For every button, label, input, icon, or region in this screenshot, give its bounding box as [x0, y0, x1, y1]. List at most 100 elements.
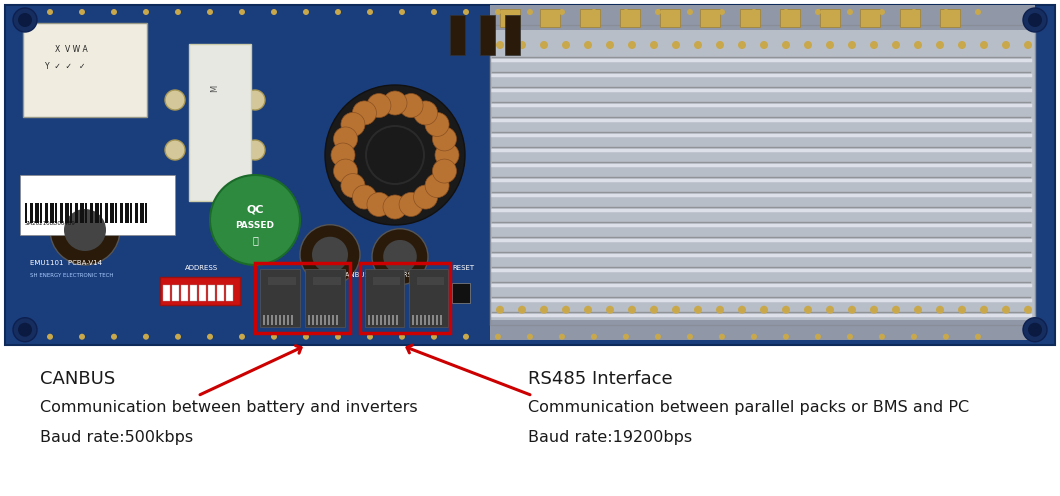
Bar	[20, 175, 175, 235]
Bar	[392, 315, 394, 325]
Circle shape	[782, 306, 790, 313]
Circle shape	[432, 159, 457, 183]
Circle shape	[694, 41, 702, 49]
Text: CANBUS: CANBUS	[40, 370, 116, 388]
Circle shape	[334, 127, 357, 151]
Circle shape	[914, 41, 922, 49]
Bar	[271, 315, 273, 325]
Bar	[900, 9, 920, 27]
Circle shape	[367, 334, 373, 340]
Bar	[208, 285, 215, 301]
Bar	[275, 315, 277, 325]
Circle shape	[518, 306, 526, 313]
Bar	[700, 9, 720, 27]
Circle shape	[207, 334, 213, 340]
Bar	[5, 5, 1055, 345]
Circle shape	[914, 306, 922, 313]
Bar	[268, 277, 296, 285]
Bar	[420, 315, 422, 325]
Circle shape	[623, 334, 629, 340]
Circle shape	[64, 209, 106, 251]
Circle shape	[540, 306, 548, 313]
Circle shape	[826, 306, 834, 313]
Circle shape	[893, 41, 900, 49]
Circle shape	[431, 334, 437, 340]
Bar	[80, 203, 84, 223]
Bar	[490, 320, 1035, 340]
Bar	[40, 203, 42, 223]
Circle shape	[591, 9, 597, 15]
Text: SH ENERGY ELECTRONIC TECH: SH ENERGY ELECTRONIC TECH	[30, 273, 113, 278]
Circle shape	[975, 334, 980, 340]
Circle shape	[383, 91, 407, 115]
Circle shape	[143, 334, 149, 340]
Bar	[940, 9, 960, 27]
Circle shape	[760, 41, 768, 49]
Circle shape	[687, 9, 693, 15]
Circle shape	[341, 113, 365, 136]
Circle shape	[372, 229, 428, 285]
Text: CANBUS  RS485A RS485B: CANBUS RS485A RS485B	[340, 272, 430, 278]
Circle shape	[719, 334, 725, 340]
Text: X  V W A: X V W A	[55, 45, 88, 54]
Circle shape	[1023, 318, 1047, 342]
Circle shape	[341, 174, 365, 197]
Circle shape	[1002, 306, 1010, 313]
Bar	[120, 203, 123, 223]
Bar	[373, 277, 400, 285]
Circle shape	[463, 334, 469, 340]
Circle shape	[650, 306, 658, 313]
Bar	[360, 263, 450, 333]
Circle shape	[562, 306, 570, 313]
FancyBboxPatch shape	[23, 23, 147, 117]
Circle shape	[399, 9, 405, 15]
Circle shape	[80, 9, 85, 15]
Bar	[432, 315, 434, 325]
Circle shape	[943, 9, 949, 15]
Circle shape	[365, 125, 425, 185]
Bar	[580, 9, 600, 27]
Circle shape	[495, 334, 501, 340]
Circle shape	[413, 185, 438, 209]
Bar	[388, 315, 390, 325]
Bar	[505, 15, 520, 55]
Circle shape	[943, 334, 949, 340]
Bar	[316, 315, 318, 325]
Bar	[312, 315, 314, 325]
Circle shape	[496, 306, 504, 313]
Text: RS485 Interface: RS485 Interface	[528, 370, 672, 388]
Circle shape	[562, 41, 570, 49]
Circle shape	[815, 334, 822, 340]
Text: PASSED: PASSED	[235, 221, 275, 230]
Circle shape	[803, 306, 812, 313]
Circle shape	[384, 240, 417, 273]
Circle shape	[352, 101, 376, 125]
Circle shape	[783, 9, 789, 15]
Bar	[226, 285, 233, 301]
Circle shape	[716, 306, 724, 313]
Circle shape	[425, 113, 449, 136]
Bar	[145, 203, 147, 223]
Bar	[95, 203, 99, 223]
Bar	[85, 203, 87, 223]
Circle shape	[303, 334, 310, 340]
Circle shape	[463, 9, 469, 15]
Bar	[324, 315, 326, 325]
Circle shape	[271, 9, 277, 15]
Circle shape	[496, 41, 504, 49]
Text: EMU1101  PCBA-V14: EMU1101 PCBA-V14	[30, 260, 102, 266]
Circle shape	[111, 9, 117, 15]
Circle shape	[847, 334, 853, 340]
FancyBboxPatch shape	[189, 44, 251, 201]
Text: Communication between parallel packs or BMS and PC: Communication between parallel packs or …	[528, 400, 969, 415]
Bar	[140, 203, 144, 223]
Circle shape	[245, 140, 265, 160]
Text: QC: QC	[246, 205, 264, 215]
Circle shape	[1028, 13, 1042, 27]
Circle shape	[13, 318, 37, 342]
Circle shape	[431, 9, 437, 15]
Bar	[396, 315, 398, 325]
Circle shape	[584, 306, 591, 313]
Circle shape	[694, 306, 702, 313]
Bar	[412, 315, 414, 325]
